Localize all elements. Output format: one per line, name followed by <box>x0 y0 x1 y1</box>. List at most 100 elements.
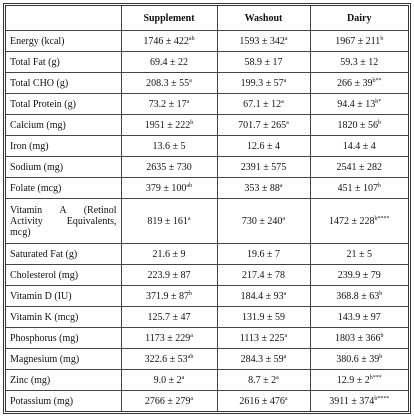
cell-value: 58.9 ± 17 <box>244 56 283 68</box>
cell-value: 125.7 ± 47 <box>147 311 191 323</box>
cell-superscript: b <box>380 332 384 339</box>
cell-superscript: a <box>186 98 190 105</box>
value-cell: 21 ± 5 <box>309 243 408 265</box>
value-cell: 451 ± 107b <box>309 177 408 199</box>
value-cell: 12.9 ± 2b*** <box>309 369 408 391</box>
value-cell: 1803 ± 366b <box>309 327 408 349</box>
table-row: Potassium (mg) 2766 ± 279a 2616 ± 476a 3911… <box>6 390 408 411</box>
value-cell: 208.3 ± 55a <box>120 72 218 94</box>
cell-value: 3911 ± 374 <box>329 395 375 407</box>
table-row: Vitamin K (mcg) 125.7 ± 47 131.9 ± 59 143.9… <box>6 306 408 328</box>
value-cell: 1746 ± 422ab <box>120 30 218 52</box>
table-row: Cholesterol (mg) 223.9 ± 87 217.4 ± 78 239.… <box>6 264 408 286</box>
cell-value: 1472 ± 228 <box>329 215 375 227</box>
column-header: Washout <box>216 6 311 31</box>
cell-superscript: b**** <box>374 215 390 222</box>
value-cell: 3911 ± 374b**** <box>309 390 408 411</box>
value-cell: 730 ± 240a <box>216 198 311 244</box>
cell-superscript: b* <box>375 98 382 105</box>
header-row: Supplement Washout Dairy <box>6 6 408 31</box>
cell-superscript: b <box>189 290 192 297</box>
cell-superscript: a <box>190 395 194 402</box>
value-cell: 2635 ± 730 <box>120 156 218 178</box>
cell-superscript: a <box>286 119 289 126</box>
cell-value: 266 ± 39 <box>337 77 373 89</box>
cell-superscript: a <box>187 215 191 222</box>
value-cell: 143.9 ± 97 <box>309 306 408 328</box>
table-frame: Supplement Washout Dairy Energy (kcal) 1746… <box>3 3 411 414</box>
row-label: Sodium (mg) <box>6 156 122 178</box>
cell-value: 322.6 ± 53 <box>144 353 188 365</box>
cell-value: 143.9 ± 97 <box>337 311 381 323</box>
value-cell: 379 ± 100ab <box>120 177 218 199</box>
cell-value: 1593 ± 342 <box>239 35 285 47</box>
nutrient-table: Supplement Washout Dairy Energy (kcal) 1746… <box>6 6 408 411</box>
cell-value: 730 ± 240 <box>241 215 283 227</box>
value-cell: 131.9 ± 59 <box>216 306 311 328</box>
cell-value: 59.3 ± 12 <box>340 56 379 68</box>
value-cell: 2541 ± 282 <box>309 156 408 178</box>
cell-value: 1746 ± 422 <box>143 35 189 47</box>
cell-value: 1113 ± 225 <box>239 332 285 344</box>
cell-value: 13.6 ± 5 <box>152 140 186 152</box>
value-cell: 1820 ± 56b <box>309 114 408 136</box>
cell-value: 239.9 ± 79 <box>337 269 381 281</box>
value-cell: 12.6 ± 4 <box>216 135 311 157</box>
row-label: Calcium (mg) <box>6 114 122 136</box>
row-label: Zinc (mg) <box>6 369 122 391</box>
row-label: Magnesium (mg) <box>6 348 122 370</box>
table-row: Vitamin A (Retinol Activity Equivalents,… <box>6 198 408 244</box>
cell-value: 1820 ± 56 <box>337 119 379 131</box>
cell-superscript: a <box>284 35 288 42</box>
row-label: Phosphorus (mg) <box>6 327 122 349</box>
value-cell: 1113 ± 225a <box>216 327 311 349</box>
cell-value: 217.4 ± 78 <box>242 269 285 281</box>
header-corner <box>6 6 122 31</box>
column-header: Supplement <box>120 6 218 31</box>
cell-superscript: a <box>189 77 192 84</box>
cell-value: 2541 ± 282 <box>336 161 383 173</box>
value-cell: 380.6 ± 39b <box>309 348 408 370</box>
value-cell: 67.1 ± 12a <box>216 93 311 115</box>
row-label: Iron (mg) <box>6 135 122 157</box>
value-cell: 21.6 ± 9 <box>120 243 218 265</box>
cell-value: 12.9 ± 2 <box>336 374 370 386</box>
cell-superscript: ab <box>187 353 194 360</box>
row-label: Vitamin A (Retinol Activity Equivalents,… <box>6 198 122 244</box>
row-label: Vitamin D (IU) <box>6 285 122 307</box>
cell-value: 1173 ± 229 <box>145 332 191 344</box>
cell-value: 8.7 ± 2 <box>248 374 277 386</box>
value-cell: 19.6 ± 7 <box>216 243 311 265</box>
cell-value: 451 ± 107 <box>337 182 379 194</box>
value-cell: 1593 ± 342a <box>216 30 311 52</box>
table-row: Total Protein (g) 73.2 ± 17a 67.1 ± 12a 94.… <box>6 93 408 115</box>
table-row: Phosphorus (mg) 1173 ± 229a 1113 ± 225a 180… <box>6 327 408 349</box>
table-row: Magnesium (mg) 322.6 ± 53ab 284.3 ± 59a 380… <box>6 348 408 370</box>
value-cell: 14.4 ± 4 <box>309 135 408 157</box>
value-cell: 2616 ± 476a <box>216 390 311 411</box>
cell-value: 371.9 ± 87 <box>146 290 189 302</box>
value-cell: 1951 ± 222b <box>120 114 218 136</box>
cell-value: 368.8 ± 63 <box>336 290 380 302</box>
cell-value: 67.1 ± 12 <box>243 98 282 110</box>
table-row: Total CHO (g) 208.3 ± 55a 199.3 ± 57a 266 ±… <box>6 72 408 94</box>
cell-value: 12.6 ± 4 <box>247 140 280 152</box>
cell-superscript: a <box>181 374 185 381</box>
value-cell: 59.3 ± 12 <box>309 51 408 73</box>
value-cell: 58.9 ± 17 <box>216 51 311 73</box>
table-row: Energy (kcal) 1746 ± 422ab 1593 ± 342a 1967… <box>6 30 408 52</box>
value-cell: 371.9 ± 87b <box>120 285 218 307</box>
value-cell: 9.0 ± 2a <box>120 369 218 391</box>
cell-value: 2616 ± 476 <box>239 395 285 407</box>
cell-value: 21.6 ± 9 <box>152 248 186 260</box>
value-cell: 284.3 ± 59a <box>216 348 311 370</box>
cell-value: 19.6 ± 7 <box>247 248 280 260</box>
row-label: Total Protein (g) <box>6 93 122 115</box>
column-header: Dairy <box>309 6 408 31</box>
table-row: Vitamin D (IU) 371.9 ± 87b 184.4 ± 93a 368.… <box>6 285 408 307</box>
cell-superscript: a <box>283 290 287 297</box>
value-cell: 94.4 ± 13b* <box>309 93 408 115</box>
value-cell: 322.6 ± 53ab <box>120 348 218 370</box>
cell-superscript: b** <box>372 77 382 84</box>
